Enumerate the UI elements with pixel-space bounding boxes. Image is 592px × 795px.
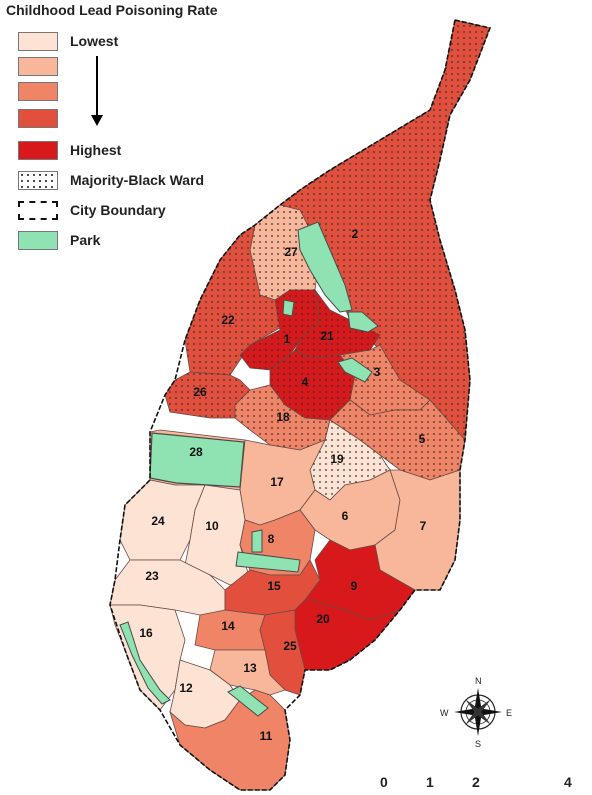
ward-label-28: 28 [189,445,203,459]
legend-row-lowest: Lowest [18,31,118,51]
ward-21-dots [295,290,380,358]
ward-label-13: 13 [243,661,257,675]
swatch-dots [18,170,58,190]
city-boundary [109,19,492,791]
ward-label-25: 25 [283,639,297,653]
park-north-small [347,311,379,333]
legend-row-park: Park [18,230,100,250]
ward-label-17: 17 [270,475,284,489]
ward-label-3: 3 [374,365,381,379]
park-ward-12 [227,685,269,717]
ward-label-18: 18 [276,410,290,424]
ward-label-9: 9 [351,579,358,593]
park-ward-8-south [235,551,301,573]
compass-e: E [506,708,512,718]
scale-tick-2: 2 [472,774,480,790]
swatch-level-2 [18,56,58,76]
ward-18-dots [235,385,330,450]
legend-label-majority-black: Majority-Black Ward [70,172,205,188]
ward-label-8: 8 [268,532,275,546]
ward-26-dots [165,372,250,418]
swatch-highest [18,140,58,160]
ward-label-14: 14 [221,619,235,633]
ward-22-dots [185,225,285,375]
ward-label-10: 10 [205,519,219,533]
ward-label-16: 16 [139,626,153,640]
swatch-park [18,230,58,250]
ward-label-7: 7 [420,519,427,533]
scale-tick-0: 0 [380,774,388,790]
ward-label-27: 27 [284,245,298,259]
ward-label-22: 22 [221,313,235,327]
ward-label-1: 1 [284,332,291,346]
ward-label-2: 2 [352,227,359,241]
ward-5-dots [330,400,465,480]
legend-title: Childhood Lead Poisoning Rate [6,2,218,18]
legend-row-highest: Highest [18,140,121,160]
scale-tick-1: 1 [426,774,434,790]
ward-2-dots [280,20,490,440]
ward-label-15: 15 [267,579,281,593]
park-ward-8-north [251,529,263,553]
ward-label-6: 6 [342,509,349,523]
ward-label-4: 4 [302,375,309,389]
ward-label-19: 19 [330,452,344,466]
ward-label-21: 21 [320,329,334,343]
legend-label-park: Park [70,232,101,248]
legend-row-majority-black: Majority-Black Ward [18,170,204,190]
ward-1-dots [240,290,320,370]
park-ward-28 [149,432,245,488]
compass-w: W [440,708,449,718]
legend-label-lowest: Lowest [70,33,119,49]
ward-label-20: 20 [316,612,330,626]
compass-s: S [475,739,481,749]
park-ward-1 [282,299,295,317]
ward-label-5: 5 [419,432,426,446]
compass-rose: N S E W [440,676,512,749]
ward-label-12: 12 [179,681,193,695]
swatch-dashed [18,200,58,220]
ward-label-26: 26 [193,385,207,399]
scale-tick-4: 4 [564,774,572,790]
park-ward-16 [119,621,171,705]
legend-row-city-boundary: City Boundary [18,200,166,220]
parks-layer [119,221,379,717]
swatch-level-4 [18,108,58,128]
compass-n: N [475,676,482,686]
majority-black-overlay [165,20,490,500]
legend-row-level-3 [18,81,70,101]
ward-10 [184,484,251,586]
park-ward-3 [337,357,373,383]
swatch-level-3 [18,81,58,101]
down-arrow-icon [91,56,103,126]
swatch-lowest [18,31,58,51]
ward-3-dots [340,345,430,415]
ward-19-dots [310,420,390,500]
ward-label-24: 24 [151,514,165,528]
ward-4-dots [270,350,355,420]
legend-label-city-boundary: City Boundary [70,202,166,218]
legend-row-level-4 [18,108,70,128]
ward-label-11: 11 [260,729,273,743]
legend-label-highest: Highest [70,142,122,158]
ward-label-23: 23 [145,569,159,583]
park-north [297,221,353,313]
legend-row-level-2 [18,56,70,76]
